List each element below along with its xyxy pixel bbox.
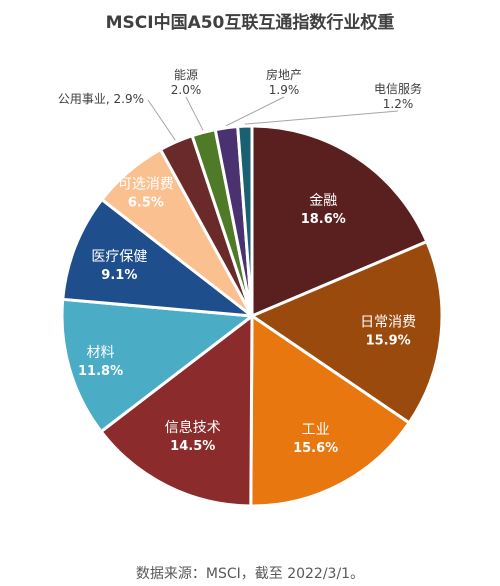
leader-line-9 — [225, 96, 285, 127]
pie-slice-5 — [61, 197, 257, 318]
slice-value-0: 18.6% — [301, 212, 346, 227]
slice-value-3: 14.5% — [170, 439, 215, 454]
pie-slice-3 — [99, 312, 254, 508]
pie-slice-0 — [250, 124, 429, 319]
slice-value-6: 6.5% — [128, 196, 164, 211]
slice-name-0: 金融 — [309, 193, 337, 209]
chart-title: MSCI中国A50互联互通指数行业权重 — [105, 13, 395, 33]
slice-name-6: 可选消费 — [118, 177, 174, 193]
slice-value-4: 11.8% — [78, 364, 123, 379]
pie-slice-1 — [248, 239, 444, 425]
slice-name-10: 电信服务 — [374, 81, 422, 96]
slice-name-3: 信息技术 — [165, 419, 221, 436]
slice-name-8: 能源 — [174, 68, 198, 82]
slice-value-2: 15.6% — [293, 441, 338, 456]
slice-value-9: 1.9% — [269, 83, 300, 97]
slice-label-7: 公用事业, 2.9% — [58, 92, 144, 106]
slice-name-9: 房地产 — [266, 67, 302, 82]
leader-line-8 — [185, 96, 204, 131]
slice-value-10: 1.2% — [383, 97, 414, 111]
leader-line-7 — [147, 99, 176, 141]
slice-name-5: 医疗保健 — [91, 249, 147, 265]
pie-slice-2 — [249, 313, 412, 508]
slice-value-8: 2.0% — [171, 83, 202, 97]
slice-name-1: 日常消费 — [360, 314, 416, 330]
slice-name-2: 工业 — [302, 422, 330, 438]
slice-value-1: 15.9% — [366, 333, 411, 348]
source-note: 数据来源：MSCI，截至 2022/3/1。 — [135, 566, 365, 582]
leader-line-10 — [244, 110, 399, 125]
pie-slice-4 — [60, 297, 256, 434]
slice-value-5: 9.1% — [101, 268, 137, 283]
slice-name-4: 材料 — [87, 345, 115, 361]
pie-slice-10 — [236, 124, 254, 317]
